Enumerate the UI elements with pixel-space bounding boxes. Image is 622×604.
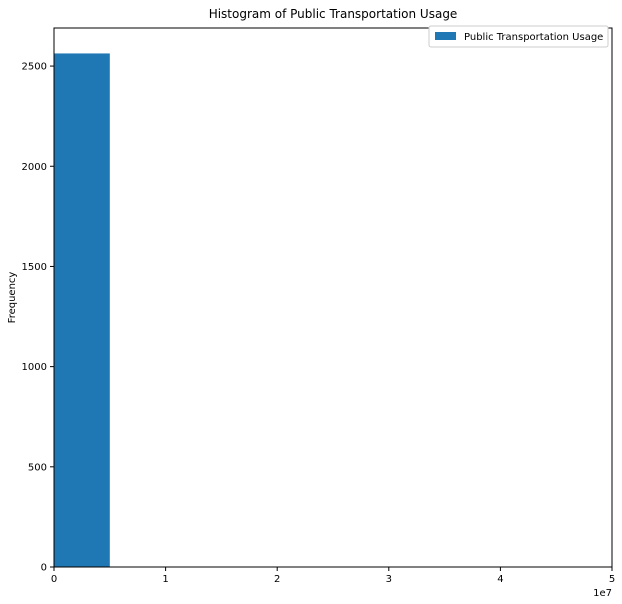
histogram-bars [54, 53, 110, 568]
legend: Public Transportation Usage [428, 25, 609, 48]
y-axis-ticks: 0 500 1000 1500 2000 2500 [22, 62, 54, 574]
x-tick-label: 5 [609, 574, 615, 585]
x-tick-label: 3 [386, 574, 392, 585]
x-tick-label: 2 [274, 574, 280, 585]
x-tick-label: 1 [162, 574, 168, 585]
y-tick-label: 2000 [22, 162, 47, 173]
y-tick-label: 1000 [22, 362, 47, 373]
y-tick-label: 2500 [22, 62, 47, 73]
plot-frame [53, 27, 613, 568]
chart-title: Histogram of Public Transportation Usage [209, 7, 458, 21]
x-axis-ticks: 0 1 2 3 4 5 [51, 567, 615, 585]
x-tick-label: 0 [51, 574, 57, 585]
legend-box [428, 25, 609, 48]
x-axis-offset-label: 1e7 [593, 588, 612, 599]
y-tick-label: 0 [41, 563, 47, 574]
histogram-bar [54, 53, 110, 568]
legend-label: Public Transportation Usage [464, 32, 603, 43]
x-tick-label: 4 [497, 574, 503, 585]
y-tick-label: 500 [28, 462, 47, 473]
y-tick-label: 1500 [22, 262, 47, 273]
y-axis-label: Frequency [7, 272, 18, 324]
legend-swatch [435, 32, 456, 40]
